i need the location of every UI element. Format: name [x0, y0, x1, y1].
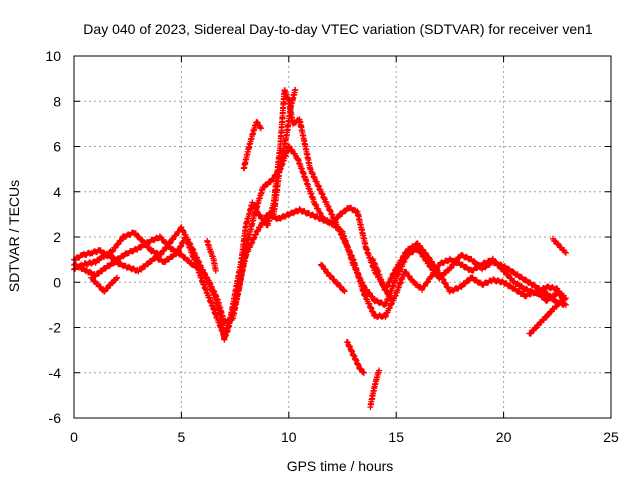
x-tick-label: 10	[281, 429, 297, 445]
y-tick-label: 0	[53, 274, 61, 290]
series-points	[343, 339, 367, 376]
x-tick-label: 5	[178, 429, 186, 445]
x-tick-label: 20	[496, 429, 512, 445]
series-points	[88, 274, 120, 295]
series-points	[71, 204, 567, 340]
series-points	[550, 235, 569, 256]
series-points	[526, 295, 569, 337]
y-tick-label: -6	[49, 410, 62, 426]
series-track-8	[318, 261, 348, 295]
series-points	[71, 143, 569, 327]
series-track-5	[204, 237, 219, 274]
series-points	[367, 367, 382, 411]
x-tick-label: 0	[70, 429, 78, 445]
y-tick-label: 2	[53, 229, 61, 245]
chart-title: Day 040 of 2023, Sidereal Day-to-day VTE…	[83, 21, 593, 37]
x-tick-label: 15	[388, 429, 404, 445]
y-tick-label: 6	[53, 139, 61, 155]
series-track-2	[71, 143, 569, 327]
series-track-13	[550, 235, 569, 256]
series-points	[369, 256, 395, 304]
series-points	[318, 261, 348, 295]
series-points	[240, 119, 264, 172]
y-tick-label: -4	[49, 365, 62, 381]
y-tick-label: 8	[53, 93, 61, 109]
x-axis-label: GPS time / hours	[287, 458, 394, 474]
y-tick-label: 10	[45, 48, 61, 64]
series-points	[270, 86, 299, 218]
series-points	[204, 237, 219, 274]
y-tick-label: -2	[49, 320, 62, 336]
series-track-10	[367, 367, 382, 411]
x-tick-label: 25	[603, 429, 619, 445]
axis-ticks: 0 5 10 15 20 25 -6 -4 -2 0 2 4 6 8 10	[45, 48, 619, 445]
series-track-6	[240, 119, 264, 172]
y-tick-label: 4	[53, 184, 61, 200]
series-track-12	[526, 295, 569, 337]
series-track-9	[343, 339, 367, 376]
series-track-4	[88, 274, 120, 295]
y-axis-label: SDTVAR / TECUs	[6, 180, 22, 292]
data-points	[71, 86, 569, 411]
series-track-11	[369, 256, 395, 304]
series-track-7	[270, 86, 299, 218]
series-track-3	[71, 204, 567, 340]
